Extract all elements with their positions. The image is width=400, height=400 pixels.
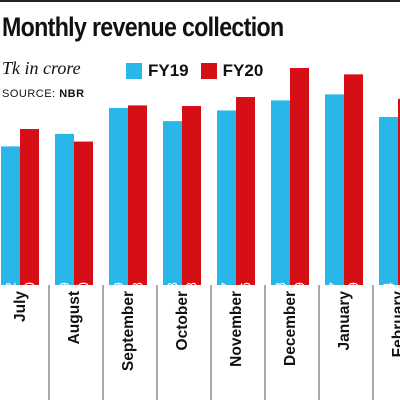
value-label-fy19-february: 16,624 xyxy=(382,282,398,326)
value-label-fy20-january: 20,839 xyxy=(347,282,363,326)
bar-fy20-january xyxy=(344,74,363,285)
bar-fy20-september xyxy=(128,105,147,285)
bar-fy19-february xyxy=(379,116,398,285)
bar-fy20-august xyxy=(74,141,93,285)
legend-label-fy20: FY20 xyxy=(222,61,264,80)
value-label-fy19-december: 18,263 xyxy=(274,282,290,326)
value-label-fy20-october: 17,708 xyxy=(185,282,201,326)
bar-fy19-august xyxy=(55,133,74,285)
legend-swatch-fy20 xyxy=(200,63,217,79)
value-label-fy19-january: 18,857 xyxy=(328,282,344,326)
value-label-fy20-november: 18,596 xyxy=(239,282,255,326)
value-label-fy19-july: 13,712 xyxy=(4,282,20,326)
chart-title: Monthly revenue collection xyxy=(2,12,284,42)
bar-fy20-november xyxy=(236,97,255,285)
bar-fy19-november xyxy=(217,110,236,285)
legend-swatch-fy19 xyxy=(126,63,142,79)
bar-fy20-february xyxy=(398,98,400,286)
value-label-fy20-august: 14,190 xyxy=(77,282,93,326)
source-name: NBR xyxy=(59,88,85,100)
value-label-fy19-november: 17,267 xyxy=(220,282,236,326)
bars-group xyxy=(1,68,400,286)
x-axis-label-august: August xyxy=(66,291,83,344)
legend: FY19 FY20 xyxy=(126,61,275,81)
x-axis-label-july: July xyxy=(12,291,29,322)
value-label-fy19-august: 14,949 xyxy=(58,282,74,326)
value-label-fy20-july: 15,430 xyxy=(23,282,39,326)
value-labels-group: 13,712 15,430 14,949 14,190 17,519 17,768 16,2… xyxy=(4,282,398,326)
chart-subtitle: Tk in crore xyxy=(2,58,81,78)
value-label-fy19-october: 16,213 xyxy=(166,282,182,326)
legend-label-fy19: FY19 xyxy=(148,61,189,80)
value-label-fy20-september: 17,768 xyxy=(131,282,147,326)
value-label-fy19-september: 17,519 xyxy=(112,282,128,326)
source-line: SOURCE: NBR xyxy=(2,88,85,100)
x-axis-label-january: January xyxy=(336,291,353,351)
x-axis-label-december: December xyxy=(282,291,299,366)
legend-item-fy19: FY19 xyxy=(126,61,189,81)
source-prefix: SOURCE: xyxy=(2,88,56,100)
x-axis-label-october: October xyxy=(174,291,191,350)
x-axis-labels-group: July August September October November Decemb… xyxy=(12,285,400,400)
x-axis-label-february: February xyxy=(390,291,400,358)
value-label-fy20-december: 21,469 xyxy=(293,282,309,326)
bar-fy19-december xyxy=(271,100,290,285)
bar-fy19-october xyxy=(163,121,182,286)
bar-fy19-september xyxy=(109,107,128,285)
legend-item-fy20: FY20 xyxy=(200,61,264,81)
top-rule xyxy=(0,0,400,16)
x-axis-label-november: November xyxy=(228,291,245,367)
bar-fy20-october xyxy=(182,106,201,285)
x-axis-label-september: September xyxy=(120,291,137,371)
bar-fy20-december xyxy=(290,68,309,285)
bar-fy20-july xyxy=(20,129,39,285)
bar-fy19-july xyxy=(1,146,20,285)
bar-fy19-january xyxy=(325,94,344,285)
